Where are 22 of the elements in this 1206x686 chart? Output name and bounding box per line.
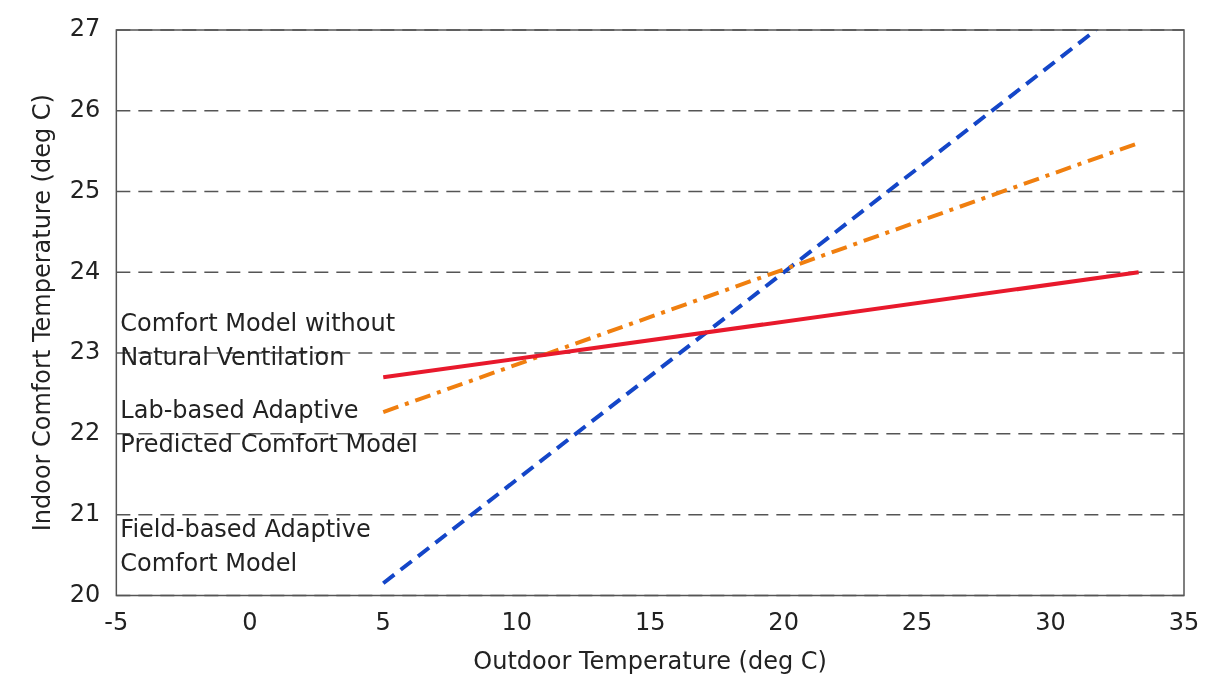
x-tick-label: 30 — [1035, 608, 1066, 637]
y-tick-label: 22 — [69, 418, 101, 447]
x-tick-label: 5 — [375, 608, 391, 637]
y-tick-label: 24 — [69, 256, 101, 285]
y-tick-label: 25 — [69, 175, 101, 204]
y-tick-label: 20 — [69, 579, 101, 608]
x-tick-label: 25 — [901, 608, 933, 637]
x-tick-label: 10 — [501, 608, 532, 637]
y-axis-title: Indoor Comfort Temperature (deg C) — [27, 94, 56, 532]
x-tick-label: 35 — [1168, 608, 1200, 637]
y-tick-label: 21 — [69, 498, 101, 527]
series-label: Comfort Model without Natural Ventilation — [120, 309, 396, 372]
y-tick-label: 23 — [69, 337, 101, 366]
series-label: Field-based Adaptive Comfort Model — [120, 515, 371, 578]
x-axis-title: Outdoor Temperature (deg C) — [473, 646, 827, 675]
y-tick-label: 27 — [69, 14, 101, 43]
y-tick-label: 26 — [69, 95, 101, 124]
x-tick-label: 15 — [634, 608, 666, 637]
series-label: Lab-based Adaptive Predicted Comfort Model — [120, 396, 418, 459]
x-tick-label: 0 — [242, 608, 258, 637]
x-tick-label: -5 — [104, 608, 129, 637]
x-tick-label: 20 — [768, 608, 799, 637]
